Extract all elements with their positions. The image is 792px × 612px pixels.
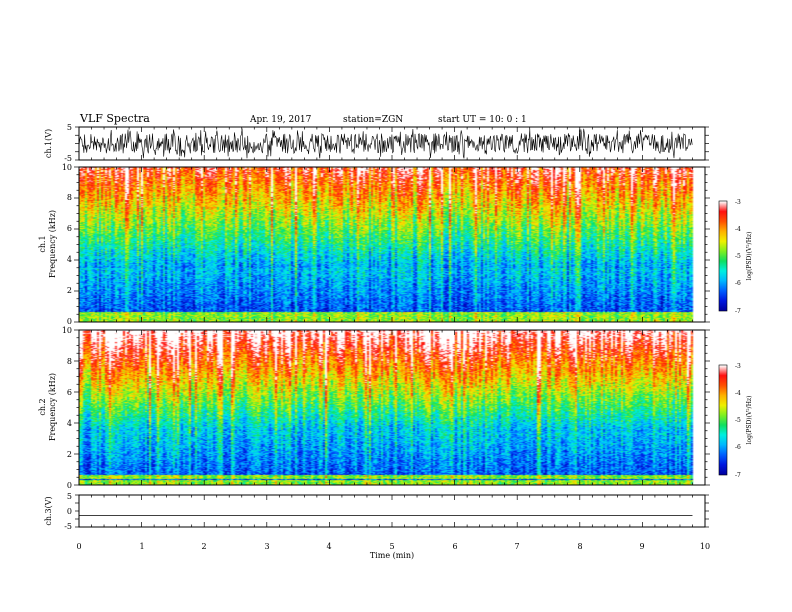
ch1-spectrogram-image: [79, 167, 705, 322]
ch2-cbar-tick-m5: -5: [735, 417, 741, 424]
xtick-2: 2: [201, 542, 206, 551]
ch1-cbar-tick-m7: -7: [735, 308, 741, 315]
ch2-ytick-8: 8: [67, 357, 72, 366]
ch1-ytick-2: 2: [67, 286, 72, 295]
station-label: station=ZGN: [343, 115, 403, 125]
xtick-8: 8: [577, 542, 582, 551]
ch1-colorbar-frame: [718, 200, 728, 312]
ch1-spectrogram-ylabel-frequency: Frequency (kHz): [48, 210, 57, 278]
figure-title: VLF Spectra: [79, 112, 150, 125]
ch2-cbar-tick-m6: -6: [735, 444, 741, 451]
ch2-ytick-2: 2: [67, 450, 72, 459]
ch2-colorbar: [719, 365, 727, 475]
start-time-label: start UT = 10: 0 : 1: [438, 115, 527, 125]
ch1-waveform-ylabel: ch.1(V): [44, 129, 53, 158]
ch1-cbar-tick-m3: -3: [735, 199, 741, 206]
ch1-cbar-tick-m5: -5: [735, 253, 741, 260]
x-axis-ticklabels: 0 1 2 3 4 5 6 7 8 9 10: [76, 542, 710, 551]
ch3-ytick-0: 0: [67, 507, 72, 516]
ch3-waveform-panel: 5 0 -5 ch.3(V): [44, 492, 706, 531]
ch1-ytick-8: 8: [67, 193, 72, 202]
xtick-7: 7: [514, 542, 519, 551]
ch2-ytick-10: 10: [62, 326, 72, 335]
xtick-6: 6: [452, 542, 457, 551]
axis-tick-marks: [74, 126, 710, 528]
xtick-1: 1: [139, 542, 144, 551]
ch1-spectrogram-ylabel-channel: ch.1: [38, 235, 47, 252]
ch1-cbar-tick-m4: -4: [735, 226, 741, 233]
ch2-ytick-0: 0: [67, 481, 72, 490]
ch1-ytick-0: 0: [67, 317, 72, 326]
ch3-waveform-ylabel: ch.3(V): [44, 496, 53, 525]
ch1-ytick-6: 6: [67, 224, 72, 233]
ch1-colorbar: [719, 201, 727, 311]
ch1-colorbar-label: log(PSD)(V²/Hz): [746, 232, 753, 281]
xtick-10: 10: [700, 542, 710, 551]
ch1-ytick-top: 5: [67, 123, 72, 132]
ch3-ytick-5: 5: [67, 492, 72, 501]
ch2-cbar-tick-m7: -7: [735, 472, 741, 479]
ch2-spectrogram-image: [79, 330, 705, 485]
ch1-cbar-tick-m6: -6: [735, 280, 741, 287]
xtick-3: 3: [264, 542, 269, 551]
xtick-9: 9: [639, 542, 644, 551]
ch2-cbar-tick-m3: -3: [735, 363, 741, 370]
ch1-ytick-4: 4: [67, 255, 72, 264]
ch1-spectrogram-panel: 0 2 4 6 8 10 ch.1 Frequency (kHz) -3 -4 …: [38, 163, 753, 326]
x-axis-label: Time (min): [370, 551, 414, 560]
xtick-4: 4: [326, 542, 331, 551]
ch2-spectrogram-yticks: 0 2 4 6 8 10: [62, 326, 72, 490]
ch2-colorbar-label: log(PSD)(V²/Hz): [746, 396, 753, 445]
xtick-0: 0: [76, 542, 81, 551]
ch1-ytick-bottom: -5: [64, 154, 72, 163]
ch3-ytick-m5: -5: [64, 522, 72, 531]
ch2-ytick-6: 6: [67, 388, 72, 397]
ch1-spectrogram-yticks: 0 2 4 6 8 10: [62, 163, 72, 326]
ch1-waveform-trace: [78, 128, 693, 159]
ch2-spectrogram-ylabel-frequency: Frequency (kHz): [48, 373, 57, 441]
ch2-cbar-tick-m4: -4: [735, 390, 741, 397]
date-label: Apr. 19, 2017: [249, 115, 312, 125]
ch2-colorbar-frame: [718, 364, 728, 476]
ch2-spectrogram-ylabel-channel: ch.2: [38, 398, 47, 415]
ch1-ytick-10: 10: [62, 163, 72, 172]
ch2-ytick-4: 4: [67, 419, 72, 428]
xtick-5: 5: [389, 542, 394, 551]
ch1-waveform-panel: 5 -5 ch.1(V): [44, 123, 706, 163]
ch2-spectrogram-panel: 0 2 4 6 8 10 ch.2 Frequency (kHz) -3 -4 …: [38, 326, 753, 490]
